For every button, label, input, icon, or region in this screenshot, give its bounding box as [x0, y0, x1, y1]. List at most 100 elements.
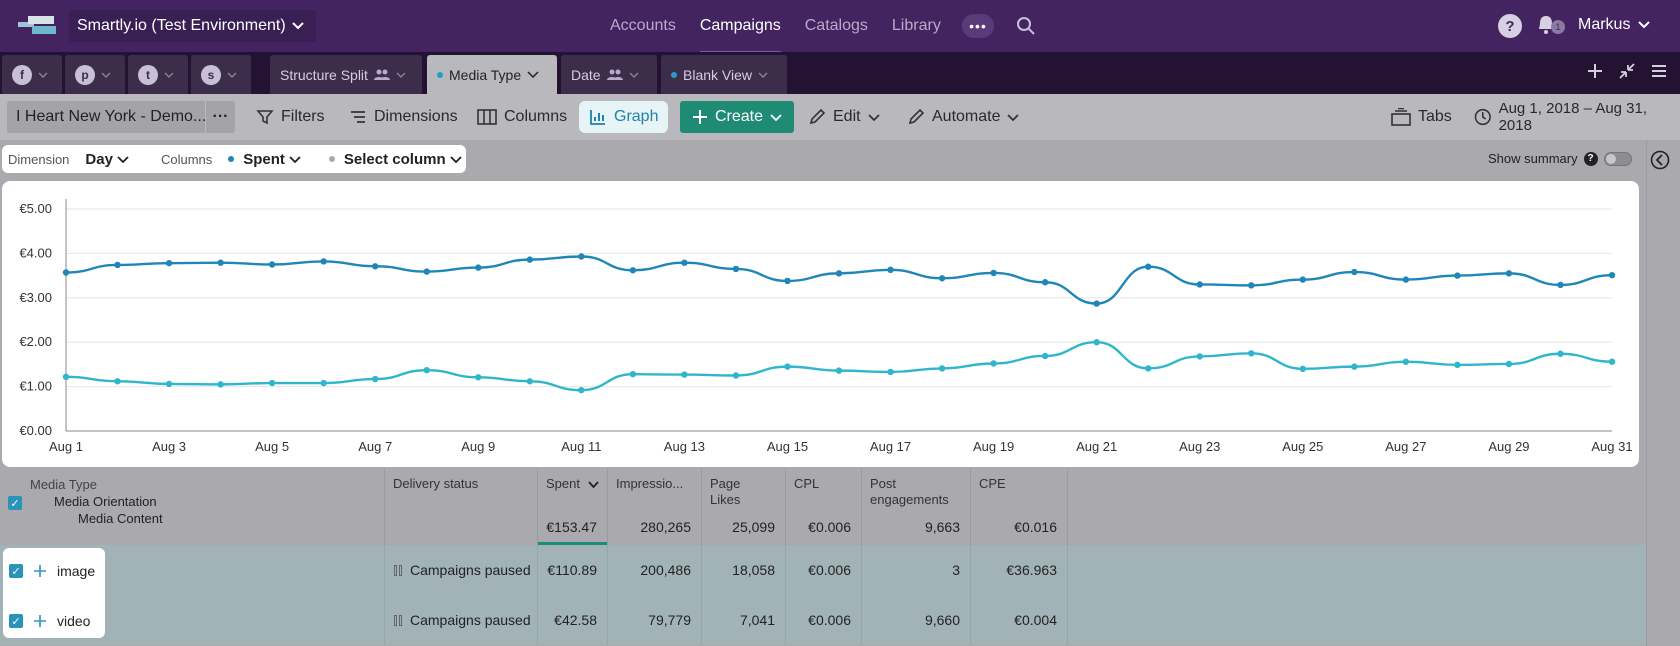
show-summary-toggle[interactable] — [1603, 151, 1632, 166]
plus-icon — [693, 110, 707, 124]
data-point-video — [165, 380, 173, 388]
columns-button[interactable]: Columns — [477, 101, 567, 133]
data-point-video — [629, 370, 637, 378]
tab-dot-icon — [437, 71, 443, 78]
user-menu[interactable]: Markus — [1578, 16, 1651, 34]
column2-dropdown[interactable]: Select column — [328, 151, 462, 168]
tab-blank-view[interactable]: Blank View — [661, 55, 787, 94]
expand-plus-icon[interactable] — [33, 614, 47, 628]
facebook-icon: f — [12, 64, 32, 85]
nav-accounts[interactable]: Accounts — [610, 17, 676, 34]
table-row[interactable]: Campaigns paused €110.89 200,486 18,058 … — [0, 545, 1646, 595]
data-point-image — [938, 275, 946, 282]
more-menu-button[interactable]: ••• — [962, 14, 994, 38]
data-point-video — [268, 379, 276, 387]
expand-plus-icon[interactable] — [33, 564, 47, 578]
help-icon[interactable]: ? — [1498, 14, 1522, 38]
total-impressions: 280,265 — [640, 519, 691, 535]
header-dimension: ✓ Media Type Media Orientation Media Con… — [0, 468, 385, 545]
chevron-down-icon — [770, 113, 782, 121]
data-point-video — [784, 363, 791, 370]
header-spent[interactable]: Spent €153.47 — [538, 468, 608, 545]
tab-facebook[interactable]: f — [2, 55, 62, 94]
tab-snapchat[interactable]: s — [191, 55, 251, 94]
header-label: Page Likes — [710, 476, 741, 507]
total-page-likes: 25,099 — [732, 519, 775, 535]
row-name-video[interactable]: ✓ video — [9, 613, 90, 629]
collapse-icon[interactable] — [1618, 62, 1636, 80]
environment-selector[interactable]: Smartly.io (Test Environment) — [69, 10, 316, 42]
environment-label: Smartly.io (Test Environment) — [77, 17, 286, 34]
data-point-video — [1145, 365, 1152, 372]
x-tick-label: Aug 11 — [561, 439, 601, 454]
header-impressions[interactable]: Impressio... 280,265 — [608, 468, 702, 545]
help-icon[interactable]: ? — [1583, 151, 1598, 166]
data-point-video — [681, 371, 688, 378]
automate-button[interactable]: Automate — [907, 101, 1020, 133]
header-label: CPL — [794, 476, 820, 491]
twitter-icon: t — [138, 64, 158, 85]
top-nav: Smartly.io (Test Environment) Accounts C… — [0, 0, 1680, 54]
more-dots-icon[interactable]: ··· — [205, 101, 235, 133]
tab-media-type[interactable]: Media Type — [427, 55, 557, 94]
table-row[interactable]: Campaigns paused €42.58 79,779 7,041 €0.… — [0, 595, 1646, 645]
data-point-video — [372, 375, 379, 383]
row-name: image — [57, 563, 96, 579]
cell-impressions: 79,779 — [608, 595, 702, 645]
data-point-video — [578, 386, 585, 394]
data-point-image — [372, 263, 379, 270]
tab-structure-split[interactable]: Structure Split — [270, 55, 422, 94]
nav-campaigns[interactable]: Campaigns — [699, 17, 781, 54]
data-point-image — [681, 259, 688, 266]
chevron-down-icon — [117, 155, 129, 163]
date-range-picker[interactable]: Aug 1, 2018 – Aug 31, 2018 — [1474, 100, 1680, 134]
header-cpl[interactable]: CPL €0.006 — [786, 468, 862, 545]
x-tick-label: Aug 27 — [1385, 439, 1426, 454]
tab-pinterest[interactable]: p — [65, 55, 125, 94]
campaign-selector[interactable]: I Heart New York - Demo... ··· — [7, 101, 235, 133]
edit-button[interactable]: Edit — [808, 101, 880, 133]
users-icon — [606, 69, 623, 80]
select-all-checkbox[interactable]: ✓ — [8, 496, 22, 510]
automate-label: Automate — [932, 108, 1001, 125]
clock-icon — [1474, 108, 1491, 126]
cell-delivery: Campaigns paused — [385, 545, 538, 595]
tab-twitter[interactable]: t — [128, 55, 188, 94]
data-point-image — [1505, 270, 1513, 277]
x-tick-label: Aug 13 — [664, 439, 705, 454]
data-point-video — [217, 381, 224, 388]
tab-date[interactable]: Date — [561, 55, 657, 94]
chevron-down-icon — [396, 71, 406, 78]
header-cpe[interactable]: CPE €0.016 — [971, 468, 1068, 545]
smartly-logo-icon[interactable] — [18, 14, 58, 36]
search-icon[interactable] — [1016, 16, 1036, 36]
dimension-dropdown[interactable]: Day — [85, 151, 129, 168]
tabs-icon — [1391, 108, 1411, 126]
graph-button[interactable]: Graph — [579, 101, 669, 133]
header-post-engagements[interactable]: Post engagements 9,663 — [862, 468, 971, 545]
y-tick-label: €4.00 — [19, 245, 52, 260]
row-name-image[interactable]: ✓ image — [9, 563, 95, 579]
dimensions-button[interactable]: Dimensions — [349, 101, 458, 133]
add-tab-icon[interactable] — [1586, 62, 1604, 80]
row-checkbox[interactable]: ✓ — [9, 564, 23, 578]
tabs-button[interactable]: Tabs — [1391, 101, 1452, 133]
data-point-image — [1145, 263, 1152, 270]
cell-spent: €42.58 — [538, 595, 608, 645]
total-spent: €153.47 — [546, 519, 597, 535]
column1-dropdown[interactable]: Spent — [228, 151, 301, 168]
nav-catalogs[interactable]: Catalogs — [804, 17, 868, 34]
bell-icon[interactable] — [1536, 14, 1556, 36]
sort-desc-icon[interactable] — [588, 481, 599, 488]
header-delivery-status[interactable]: Delivery status — [385, 468, 538, 545]
header-page-likes[interactable]: Page Likes 25,099 — [702, 468, 786, 545]
data-point-image — [1093, 300, 1100, 307]
show-summary: Show summary ? — [1488, 151, 1632, 166]
nav-library[interactable]: Library — [891, 17, 941, 34]
data-point-video — [1299, 365, 1307, 373]
create-button[interactable]: Create — [680, 101, 795, 133]
hamburger-icon[interactable] — [1650, 62, 1668, 80]
chevron-left-circle-icon[interactable] — [1650, 150, 1670, 170]
row-checkbox[interactable]: ✓ — [9, 614, 23, 628]
filters-button[interactable]: Filters — [256, 101, 325, 133]
